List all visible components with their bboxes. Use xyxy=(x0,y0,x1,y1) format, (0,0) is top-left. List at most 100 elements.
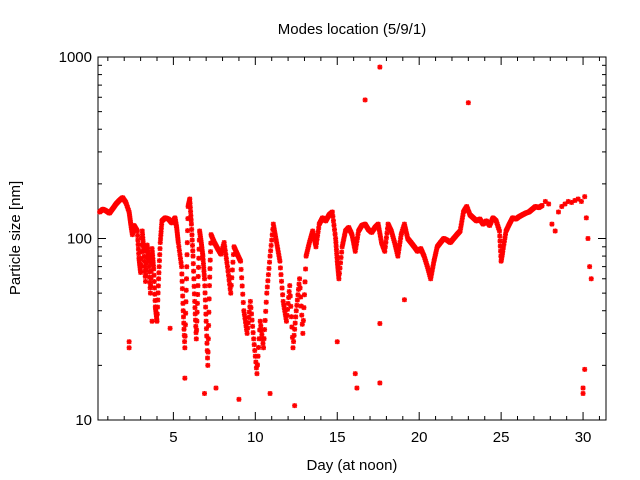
y-tick-label: 100 xyxy=(67,231,92,248)
data-point xyxy=(263,299,269,305)
data-point xyxy=(279,285,285,291)
data-point xyxy=(245,325,251,331)
data-point xyxy=(260,340,266,346)
data-point xyxy=(269,237,275,243)
data-point xyxy=(196,264,202,270)
data-point xyxy=(229,275,235,281)
data-point xyxy=(151,266,157,272)
x-axis-label: Day (at noon) xyxy=(307,457,398,474)
data-point xyxy=(188,221,194,227)
data-point xyxy=(284,312,290,318)
data-point xyxy=(139,228,145,234)
data-point xyxy=(151,279,157,285)
data-point xyxy=(203,318,209,324)
data-point xyxy=(286,289,292,295)
data-point xyxy=(181,326,187,332)
data-point xyxy=(283,318,289,324)
data-point xyxy=(191,268,197,274)
data-point xyxy=(582,366,588,372)
data-point xyxy=(207,266,213,272)
data-point xyxy=(167,325,173,331)
data-point xyxy=(183,299,189,305)
data-point xyxy=(156,276,162,282)
data-point xyxy=(268,242,274,248)
data-point xyxy=(249,317,255,323)
data-point xyxy=(252,347,258,353)
chart-title: Modes location (5/9/1) xyxy=(278,21,426,38)
data-point xyxy=(300,318,306,324)
data-point xyxy=(196,255,202,261)
data-point xyxy=(213,385,219,391)
data-point xyxy=(264,290,270,296)
x-tick-label: 30 xyxy=(575,429,592,446)
data-point xyxy=(182,375,188,381)
data-point xyxy=(330,213,336,219)
data-point xyxy=(151,272,157,278)
x-tick-label: 15 xyxy=(329,429,346,446)
data-point xyxy=(158,229,164,235)
x-tick-label: 20 xyxy=(411,429,428,446)
data-point xyxy=(228,290,234,296)
data-point xyxy=(331,222,337,228)
data-point xyxy=(247,298,253,304)
data-point xyxy=(259,332,265,338)
data-point xyxy=(296,281,302,287)
data-point xyxy=(582,194,588,200)
data-point xyxy=(294,297,300,303)
data-point xyxy=(262,327,268,333)
data-point xyxy=(202,283,208,289)
data-point xyxy=(203,304,209,310)
data-point xyxy=(293,308,299,314)
data-point xyxy=(277,265,283,271)
data-point xyxy=(588,276,594,282)
data-point xyxy=(190,261,196,267)
data-point xyxy=(187,204,193,210)
data-point xyxy=(224,264,230,270)
data-point xyxy=(337,265,343,271)
data-point xyxy=(238,266,244,272)
data-point xyxy=(239,283,245,289)
data-point xyxy=(238,258,244,264)
data-point xyxy=(208,249,214,255)
data-point xyxy=(280,292,286,298)
data-point xyxy=(292,403,298,409)
data-point xyxy=(185,228,191,234)
data-point xyxy=(580,390,586,396)
data-point xyxy=(184,240,190,246)
data-point xyxy=(207,274,213,280)
data-point xyxy=(188,217,194,223)
data-point xyxy=(155,297,161,303)
data-point xyxy=(154,311,160,317)
data-point xyxy=(182,339,188,345)
data-point xyxy=(143,278,149,284)
data-point xyxy=(265,272,271,278)
data-point xyxy=(183,287,189,293)
data-point xyxy=(333,239,339,245)
data-point xyxy=(377,64,383,70)
data-point xyxy=(555,209,561,215)
data-point xyxy=(298,294,304,300)
data-point xyxy=(183,276,189,282)
data-point xyxy=(206,309,212,315)
data-points xyxy=(97,64,594,409)
data-point xyxy=(302,279,308,285)
data-point xyxy=(192,305,198,311)
data-point xyxy=(261,345,267,351)
data-point xyxy=(180,293,186,299)
data-point xyxy=(329,209,335,215)
data-point xyxy=(225,268,231,274)
data-point xyxy=(300,330,306,336)
data-point xyxy=(148,283,154,289)
data-point xyxy=(334,251,340,257)
data-point xyxy=(292,320,298,326)
data-point xyxy=(497,238,503,244)
data-point xyxy=(336,270,342,276)
y-tick-label: 10 xyxy=(75,412,92,429)
data-point xyxy=(179,271,185,277)
data-point xyxy=(206,283,212,289)
data-point xyxy=(267,390,273,396)
data-point xyxy=(290,345,296,351)
data-point xyxy=(294,302,300,308)
x-tick-label: 25 xyxy=(493,429,510,446)
data-point xyxy=(546,201,552,207)
